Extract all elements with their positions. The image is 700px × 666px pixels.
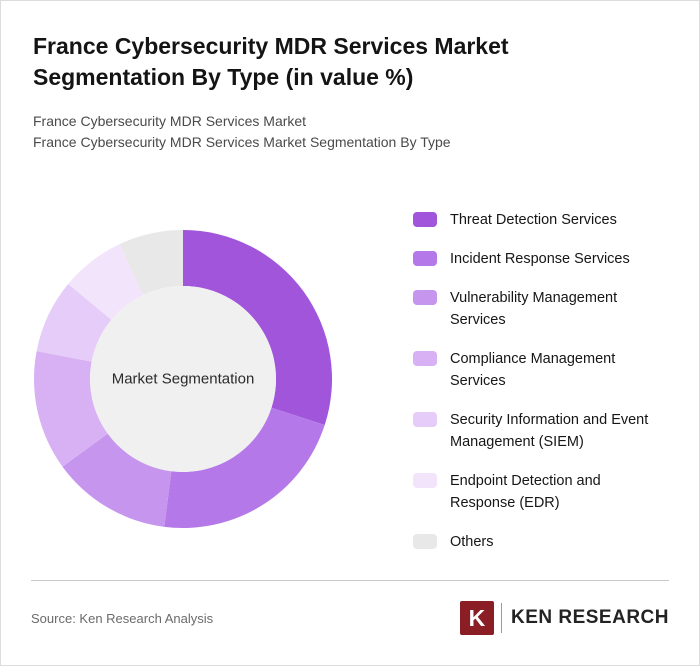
legend-swatch (413, 473, 437, 488)
source-note: Source: Ken Research Analysis (31, 610, 214, 626)
footer-divider (31, 580, 669, 581)
header: France Cybersecurity MDR Services Market… (1, 1, 699, 153)
legend-label: Endpoint Detection and Response (EDR) (450, 473, 601, 511)
donut-center-circle (90, 286, 276, 472)
legend-swatch (413, 534, 437, 549)
chart-area: Market Segmentation Threat Detection Ser… (1, 203, 699, 570)
legend-swatch (413, 412, 437, 427)
legend-label: Others (450, 534, 494, 550)
page-title: France Cybersecurity MDR Services Market… (33, 33, 509, 90)
donut-slice (183, 230, 333, 426)
donut-slice (34, 351, 108, 467)
donut-slice (164, 407, 325, 529)
legend-swatch (413, 251, 437, 266)
legend-item: Endpoint Detection and Response (EDR) (413, 470, 669, 514)
legend-item: Compliance Management Services (413, 348, 669, 392)
legend-label: Security Information and Event Managemen… (450, 412, 649, 450)
donut-slice (119, 230, 183, 295)
ken-research-logo: K KEN RESEARCH (459, 601, 669, 635)
logo-divider-bar (500, 603, 502, 633)
legend-item: Others (413, 531, 669, 553)
donut-center-label: Market Segmentation (111, 370, 255, 388)
legend-swatch (413, 290, 437, 305)
legend-item: Vulnerability Management Services (413, 287, 669, 331)
legend-item: Incident Response Services (413, 248, 669, 270)
logo-k-icon: K (459, 601, 494, 635)
footer-section: Source: Ken Research Analysis K KEN RESE… (1, 580, 699, 665)
chart-legend: Threat Detection Services Incident Respon… (413, 203, 669, 570)
donut-slice (36, 284, 112, 362)
donut-slice (68, 244, 144, 320)
legend-label: Threat Detection Services (450, 212, 617, 228)
legend-item: Security Information and Event Managemen… (413, 409, 669, 453)
legend-swatch (413, 351, 437, 366)
donut-chart: Market Segmentation (33, 229, 333, 529)
subtitle-line-1: France Cybersecurity MDR Services Market (33, 113, 307, 129)
legend-label: Incident Response Services (450, 251, 630, 267)
logo-text: KEN RESEARCH (510, 607, 669, 628)
donut-svg (34, 230, 333, 529)
footer: Source: Ken Research Analysis K KEN RESE… (1, 581, 699, 665)
subtitle-line-2: France Cybersecurity MDR Services Market… (33, 134, 451, 150)
legend-label: Compliance Management Services (450, 351, 616, 389)
donut-slice (62, 433, 172, 527)
legend-label: Vulnerability Management Services (450, 290, 618, 328)
legend-item: Threat Detection Services (413, 209, 669, 231)
legend-swatch (413, 212, 437, 227)
